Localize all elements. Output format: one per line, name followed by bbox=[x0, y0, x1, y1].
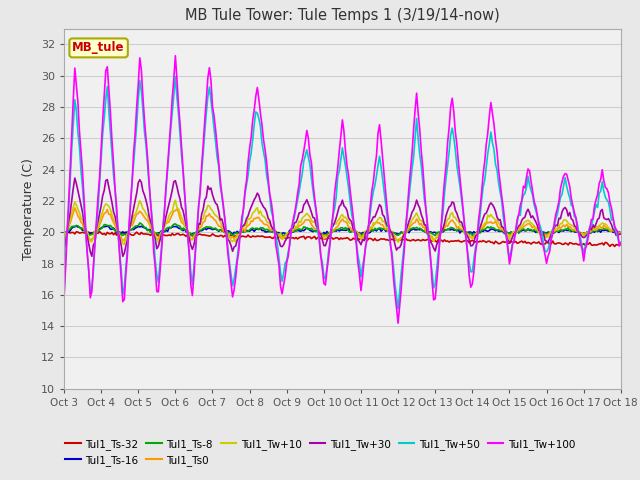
Tul1_Tw+30 bbox=[167, 194, 175, 200]
Tul1_Ts-8 bbox=[76, 225, 83, 230]
Tul1_Tw+10 bbox=[380, 218, 388, 224]
Tul1_Tw+100 bbox=[172, 53, 179, 59]
Line: Tul1_Tw+30: Tul1_Tw+30 bbox=[64, 178, 621, 256]
Tul1_Ts0 bbox=[77, 219, 85, 225]
Tul1_Tw+10 bbox=[399, 235, 406, 240]
Tul1_Ts-8 bbox=[410, 225, 417, 230]
Tul1_Ts0 bbox=[617, 230, 625, 236]
Tul1_Tw+50 bbox=[172, 73, 179, 79]
Tul1_Tw+30 bbox=[119, 253, 127, 259]
Tul1_Ts-8 bbox=[550, 229, 558, 235]
Line: Tul1_Tw+10: Tul1_Tw+10 bbox=[64, 200, 621, 245]
Tul1_Ts-16 bbox=[77, 225, 85, 231]
Tul1_Tw+10 bbox=[172, 197, 179, 203]
Tul1_Tw+30 bbox=[60, 250, 68, 255]
Tul1_Tw+50 bbox=[399, 256, 406, 262]
Tul1_Ts-32 bbox=[617, 241, 625, 247]
Tul1_Ts-32 bbox=[60, 228, 68, 234]
Line: Tul1_Ts-16: Tul1_Ts-16 bbox=[64, 226, 621, 235]
Tul1_Ts-16 bbox=[552, 228, 559, 234]
Line: Tul1_Tw+100: Tul1_Tw+100 bbox=[64, 56, 621, 323]
Tul1_Tw+30 bbox=[77, 202, 85, 208]
Tul1_Ts-16 bbox=[380, 226, 388, 232]
Tul1_Ts-32 bbox=[377, 236, 385, 241]
Tul1_Ts-16 bbox=[617, 230, 625, 236]
Line: Tul1_Ts-32: Tul1_Ts-32 bbox=[64, 231, 621, 246]
Line: Tul1_Ts-8: Tul1_Ts-8 bbox=[64, 223, 621, 236]
Tul1_Ts-32 bbox=[408, 237, 416, 243]
Tul1_Tw+30 bbox=[412, 203, 419, 209]
Tul1_Ts0 bbox=[552, 228, 559, 233]
Tul1_Tw+30 bbox=[380, 214, 388, 219]
Tul1_Ts-32 bbox=[164, 232, 172, 238]
Tul1_Tw+100 bbox=[399, 265, 406, 271]
Legend: Tul1_Ts-32, Tul1_Ts-16, Tul1_Ts-8, Tul1_Ts0, Tul1_Tw+10, Tul1_Tw+30, Tul1_Tw+50,: Tul1_Ts-32, Tul1_Ts-16, Tul1_Ts-8, Tul1_… bbox=[61, 434, 579, 470]
Tul1_Tw+50 bbox=[164, 165, 172, 171]
Tul1_Ts-8 bbox=[165, 225, 173, 230]
Tul1_Tw+100 bbox=[76, 129, 83, 134]
Tul1_Tw+30 bbox=[71, 175, 79, 181]
Title: MB Tule Tower: Tule Temps 1 (3/19/14-now): MB Tule Tower: Tule Temps 1 (3/19/14-now… bbox=[185, 9, 500, 24]
Tul1_Tw+10 bbox=[60, 241, 68, 247]
Tul1_Tw+50 bbox=[379, 176, 387, 181]
Tul1_Tw+50 bbox=[412, 135, 419, 141]
Tul1_Ts0 bbox=[71, 205, 79, 211]
Tul1_Tw+100 bbox=[552, 211, 559, 217]
Tul1_Ts-8 bbox=[379, 226, 387, 232]
Tul1_Tw+10 bbox=[165, 213, 173, 218]
Tul1_Tw+100 bbox=[412, 107, 419, 113]
Tul1_Tw+100 bbox=[379, 155, 387, 161]
Tul1_Ts-32 bbox=[611, 243, 618, 249]
Tul1_Ts-8 bbox=[60, 233, 68, 239]
Tul1_Ts-16 bbox=[412, 227, 419, 233]
Tul1_Tw+100 bbox=[60, 296, 68, 301]
Tul1_Tw+30 bbox=[399, 235, 406, 240]
Tul1_Tw+30 bbox=[617, 231, 625, 237]
Tul1_Ts0 bbox=[410, 220, 417, 226]
Tul1_Tw+100 bbox=[164, 163, 172, 168]
Tul1_Ts-8 bbox=[617, 231, 625, 237]
Tul1_Ts-8 bbox=[397, 230, 405, 236]
Tul1_Ts0 bbox=[379, 222, 387, 228]
Line: Tul1_Ts0: Tul1_Ts0 bbox=[64, 208, 621, 241]
Tul1_Tw+10 bbox=[552, 226, 559, 231]
Tul1_Ts-32 bbox=[76, 230, 83, 236]
Tul1_Ts-8 bbox=[136, 220, 143, 226]
Tul1_Tw+100 bbox=[617, 240, 625, 246]
Tul1_Tw+10 bbox=[120, 242, 128, 248]
Tul1_Ts-32 bbox=[549, 238, 557, 244]
Tul1_Tw+50 bbox=[617, 240, 625, 245]
Tul1_Tw+10 bbox=[76, 210, 83, 216]
Tul1_Ts-16 bbox=[165, 225, 173, 230]
Tul1_Tw+10 bbox=[617, 231, 625, 237]
Line: Tul1_Tw+50: Tul1_Tw+50 bbox=[64, 76, 621, 309]
Tul1_Ts-32 bbox=[396, 237, 403, 243]
Tul1_Ts0 bbox=[430, 238, 438, 244]
Tul1_Tw+30 bbox=[552, 222, 559, 228]
Y-axis label: Temperature (C): Temperature (C) bbox=[22, 158, 35, 260]
Text: MB_tule: MB_tule bbox=[72, 41, 125, 54]
Tul1_Tw+50 bbox=[394, 306, 402, 312]
Tul1_Ts-16 bbox=[399, 230, 406, 236]
Tul1_Tw+10 bbox=[412, 213, 419, 218]
Tul1_Tw+50 bbox=[552, 216, 559, 221]
Tul1_Ts-16 bbox=[283, 232, 291, 238]
Tul1_Ts0 bbox=[165, 218, 173, 224]
Tul1_Tw+100 bbox=[394, 320, 402, 326]
Tul1_Ts0 bbox=[60, 238, 68, 243]
Tul1_Tw+50 bbox=[76, 144, 83, 150]
Tul1_Tw+50 bbox=[60, 290, 68, 296]
Tul1_Ts-16 bbox=[72, 223, 80, 229]
Tul1_Ts0 bbox=[397, 235, 405, 240]
Tul1_Ts-16 bbox=[60, 232, 68, 238]
